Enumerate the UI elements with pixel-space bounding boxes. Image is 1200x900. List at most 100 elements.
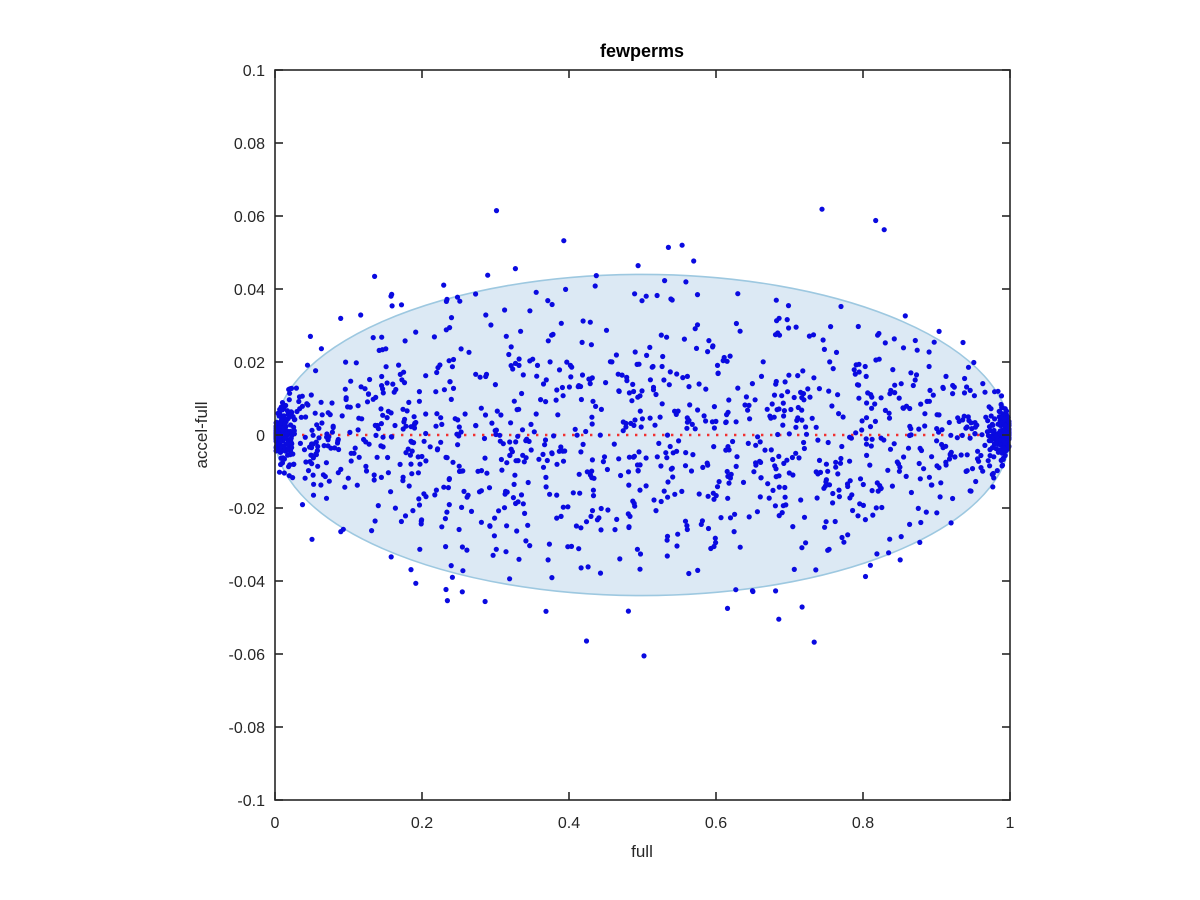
scatter-point bbox=[419, 517, 425, 523]
scatter-point bbox=[659, 363, 665, 370]
y-tick-label: 0.08 bbox=[234, 136, 265, 153]
scatter-point bbox=[310, 492, 317, 498]
scatter-point bbox=[508, 420, 514, 426]
scatter-point bbox=[982, 389, 988, 395]
scatter-point bbox=[912, 377, 918, 383]
scatter-point bbox=[973, 478, 979, 485]
scatter-point bbox=[798, 497, 804, 503]
scatter-point bbox=[604, 466, 611, 473]
scatter-point bbox=[516, 356, 522, 362]
scatter-point bbox=[523, 538, 529, 544]
scatter-point bbox=[746, 514, 752, 520]
scatter-point bbox=[347, 429, 353, 435]
scatter-point bbox=[415, 454, 421, 460]
scatter-point bbox=[967, 435, 973, 441]
scatter-point bbox=[711, 444, 717, 450]
scatter-point bbox=[534, 373, 540, 379]
scatter-point bbox=[380, 386, 386, 392]
scatter-point bbox=[735, 385, 741, 391]
scatter-point bbox=[520, 372, 526, 378]
scatter-point bbox=[637, 408, 643, 414]
scatter-point bbox=[401, 380, 408, 386]
scatter-point bbox=[793, 450, 799, 456]
scatter-point bbox=[598, 527, 604, 533]
scatter-point bbox=[536, 456, 542, 462]
scatter-point bbox=[629, 398, 635, 404]
scatter-point bbox=[674, 543, 680, 549]
scatter-point bbox=[298, 414, 304, 420]
scatter-point bbox=[656, 440, 662, 446]
scatter-point bbox=[620, 428, 626, 434]
scatter-point bbox=[760, 359, 766, 365]
scatter-point bbox=[577, 490, 583, 496]
scatter-point bbox=[626, 524, 632, 531]
scatter-point bbox=[701, 413, 707, 419]
scatter-point bbox=[872, 418, 879, 424]
scatter-point bbox=[724, 358, 730, 364]
scatter-point bbox=[900, 345, 907, 351]
scatter-point bbox=[727, 515, 734, 521]
x-tick-label: 0.6 bbox=[705, 815, 727, 832]
scatter-point bbox=[540, 381, 547, 387]
scatter-point bbox=[770, 456, 776, 463]
scatter-point bbox=[789, 454, 796, 461]
scatter-point bbox=[585, 564, 591, 570]
scatter-point bbox=[897, 464, 903, 470]
scatter-point bbox=[786, 431, 792, 437]
scatter-point bbox=[946, 419, 952, 426]
scatter-point bbox=[441, 282, 447, 288]
scatter-points-layer bbox=[273, 206, 1012, 659]
scatter-point bbox=[304, 362, 311, 368]
scatter-point bbox=[1003, 408, 1010, 414]
scatter-point bbox=[638, 424, 644, 430]
scatter-point bbox=[863, 415, 870, 421]
scatter-point bbox=[780, 400, 786, 406]
scatter-point bbox=[515, 499, 521, 505]
scatter-point bbox=[383, 364, 389, 370]
scatter-point bbox=[456, 463, 462, 469]
scatter-point bbox=[658, 463, 664, 469]
scatter-point bbox=[676, 438, 682, 444]
scatter-point bbox=[809, 415, 815, 421]
scatter-point bbox=[493, 431, 499, 438]
scatter-point bbox=[776, 453, 782, 459]
scatter-point bbox=[400, 478, 406, 484]
scatter-point bbox=[408, 424, 414, 430]
scatter-point bbox=[565, 504, 571, 510]
scatter-point bbox=[664, 533, 671, 539]
scatter-point bbox=[848, 435, 855, 441]
scatter-point bbox=[305, 468, 312, 474]
scatter-point bbox=[616, 388, 622, 394]
scatter-point bbox=[416, 398, 422, 404]
scatter-point bbox=[574, 432, 580, 438]
scatter-point bbox=[753, 460, 759, 466]
scatter-point bbox=[334, 440, 341, 446]
scatter-point bbox=[886, 415, 893, 421]
scatter-point bbox=[543, 474, 549, 480]
scatter-point bbox=[356, 415, 362, 421]
scatter-point bbox=[936, 429, 942, 435]
scatter-point bbox=[776, 473, 782, 479]
scatter-point bbox=[934, 510, 940, 516]
scatter-point bbox=[562, 448, 568, 454]
scatter-point bbox=[752, 397, 758, 403]
scatter-point bbox=[397, 461, 403, 467]
scatter-point bbox=[631, 453, 638, 459]
scatter-point bbox=[385, 470, 391, 476]
scatter-point bbox=[700, 464, 706, 470]
scatter-point bbox=[799, 545, 805, 551]
scatter-point bbox=[637, 551, 644, 557]
scatter-point bbox=[667, 443, 673, 450]
scatter-point bbox=[286, 386, 292, 393]
scatter-point bbox=[568, 374, 574, 380]
x-tick-label: 1 bbox=[1006, 815, 1015, 832]
scatter-point bbox=[668, 296, 674, 302]
scatter-point bbox=[313, 451, 319, 457]
scatter-point bbox=[869, 488, 875, 494]
scatter-point bbox=[502, 307, 508, 313]
scatter-point bbox=[549, 451, 555, 457]
scatter-point bbox=[946, 456, 953, 462]
scatter-point bbox=[779, 393, 785, 399]
scatter-point bbox=[279, 443, 285, 449]
scatter-point bbox=[528, 447, 534, 453]
